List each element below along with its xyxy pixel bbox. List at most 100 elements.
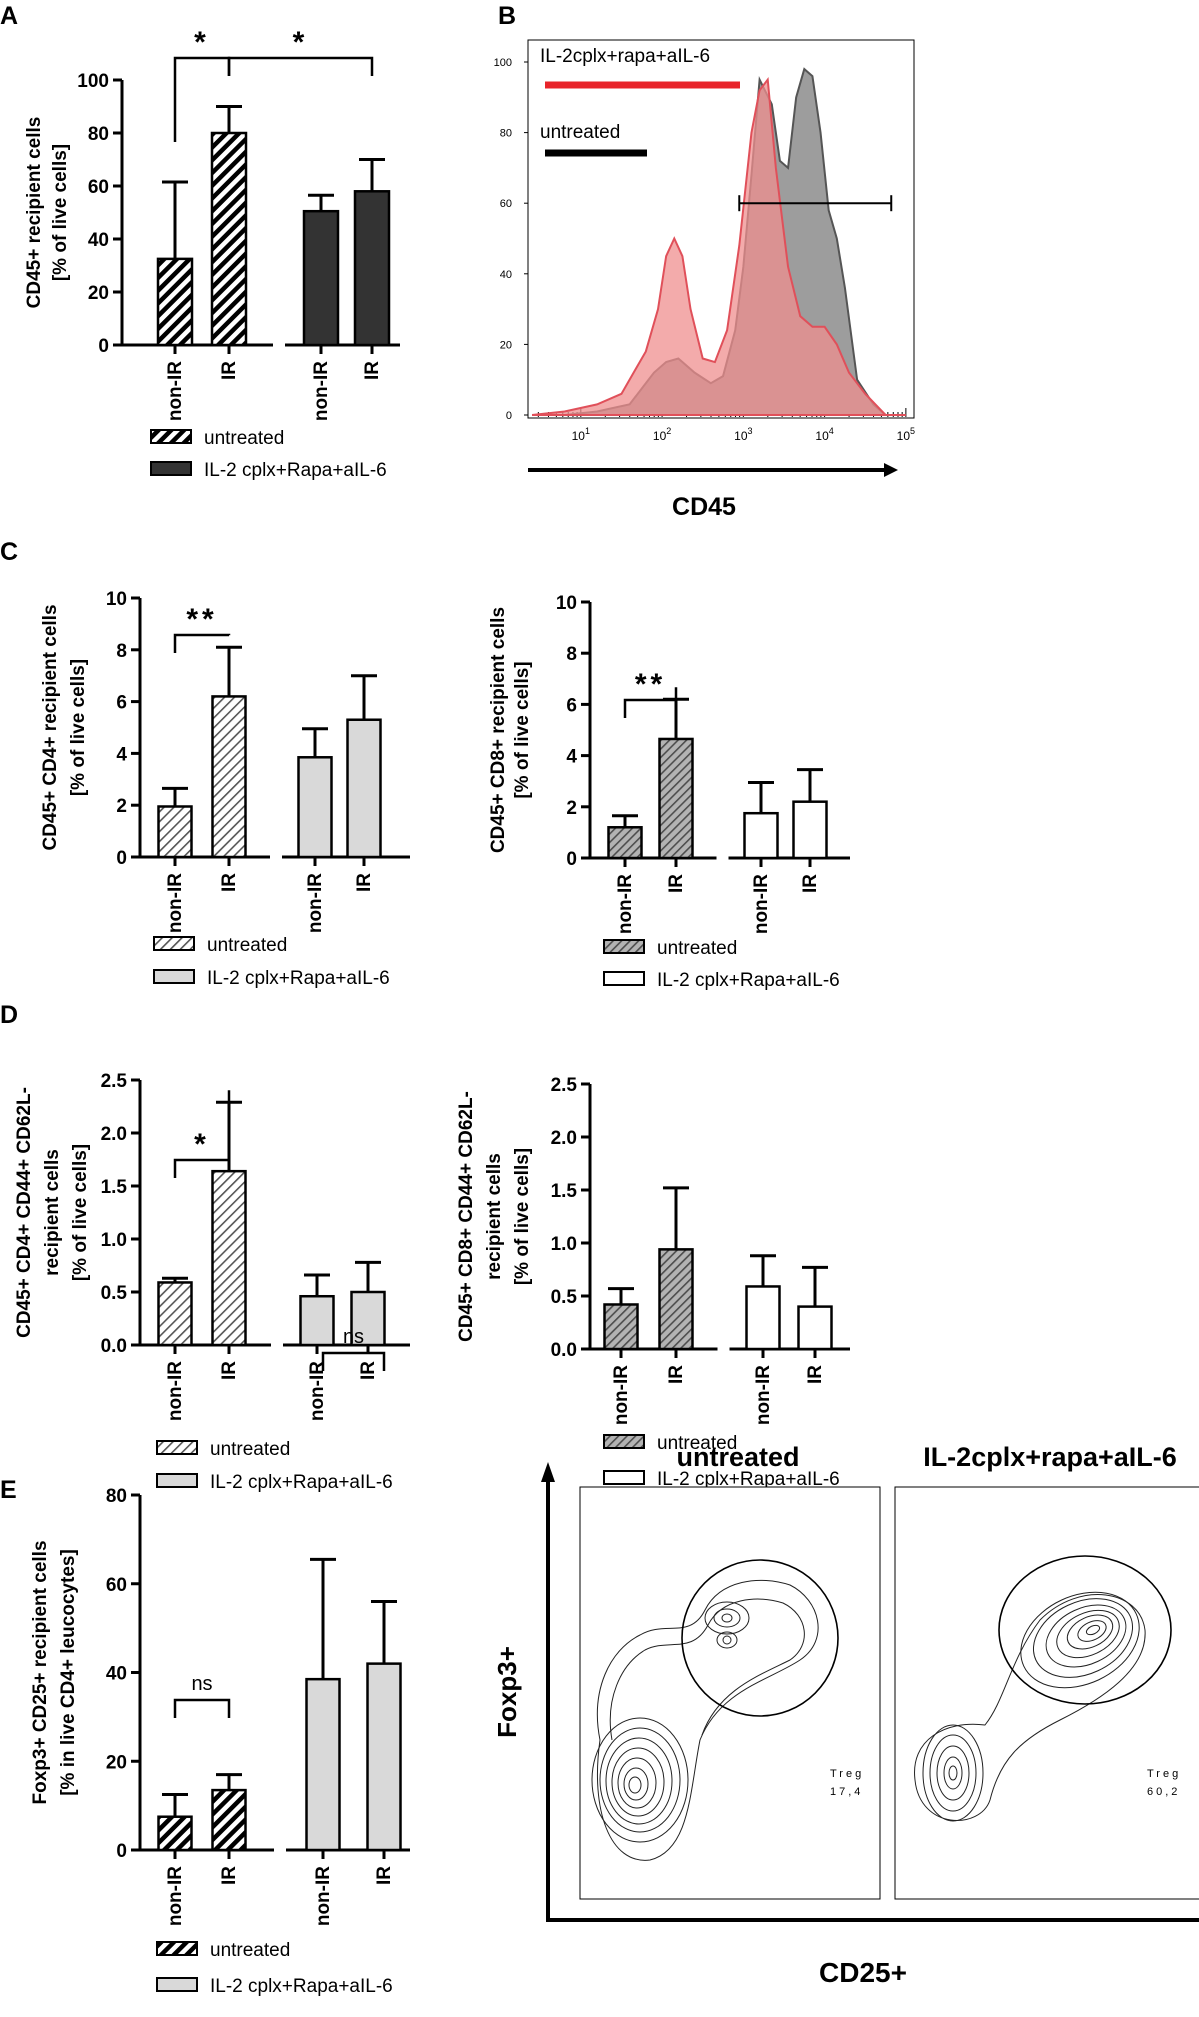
y-axis-label: [% of live cells]	[50, 144, 71, 281]
y-axis-label: Foxp3+ CD25+ recipient cells	[30, 1540, 51, 1804]
x-tick-label: IR	[219, 1361, 240, 1380]
flow-title-treated: IL-2cplx+rapa+aIL-6	[923, 1442, 1177, 1472]
legend-label: IL-2 cplx+Rapa+aIL-6	[210, 1472, 393, 1493]
contour-treated	[914, 1591, 1146, 1822]
legend-swatch	[153, 936, 195, 951]
y-tick-label: 1.0	[101, 1230, 127, 1251]
bar	[211, 1169, 247, 1347]
bar	[157, 805, 193, 859]
x-tick-label: IR	[358, 1361, 379, 1380]
y-axis-label: CD45+ CD8+ recipient cells	[488, 607, 509, 853]
y-tick-label: 0	[116, 848, 127, 869]
x-arrowhead	[884, 463, 898, 477]
y-tick-label: 40	[88, 230, 109, 251]
y-tick-label: 2.0	[551, 1128, 577, 1149]
y-axis-label: [% of live cells]	[70, 1144, 91, 1281]
y-axis-label: recipient cells	[42, 1149, 63, 1276]
y-tick-label: 0.5	[551, 1287, 578, 1308]
flow-plot-treated	[894, 1486, 1199, 1900]
significance-label: *	[194, 1128, 210, 1161]
y-tick-label: 4	[116, 744, 127, 765]
x-tick-label: IR	[666, 874, 687, 893]
y-tick-label: 6	[116, 693, 127, 714]
x-tick-label: IR	[362, 361, 383, 380]
gate-name-treated: Treg	[1147, 1768, 1181, 1780]
legend-label: untreated	[657, 938, 737, 959]
bar	[745, 1285, 781, 1351]
panel-label-c: C	[0, 538, 18, 566]
y-tick-label: 60	[88, 177, 109, 198]
bar-chart-d: 0.0 0.5 1.0 1.5 2.0 2.5 non-IR IR non-IR IR CD45+ …	[14, 1071, 410, 1493]
y-tick-label: 0.0	[551, 1340, 577, 1361]
y-axis-label: [% of live cells]	[512, 661, 533, 798]
gate-value-treated: 60,2	[1147, 1786, 1180, 1798]
y-tick-label: 0	[566, 849, 577, 870]
bar	[211, 695, 247, 859]
bar	[797, 1305, 833, 1351]
flow-x-axis-label: CD25+	[819, 1957, 907, 1988]
y-tick-label: 0.0	[101, 1336, 127, 1357]
contour-untreated	[591, 1579, 819, 1861]
gate-name-untreated: Treg	[830, 1768, 864, 1780]
bar	[302, 209, 340, 347]
y-tick-label: 80	[88, 124, 109, 145]
treg-gate-treated	[998, 1555, 1172, 1705]
x-tick-label: IR	[800, 874, 821, 893]
bar	[346, 718, 382, 859]
y-tick-label: 2.5	[101, 1071, 128, 1092]
y-tick-label: 0.5	[101, 1283, 128, 1304]
significance-label: ns	[343, 1326, 364, 1348]
legend-swatch	[156, 1941, 198, 1956]
bar	[210, 131, 248, 347]
x-tick-label: 103	[734, 426, 752, 443]
legend-swatch	[603, 1434, 645, 1449]
x-tick-label: non-IR	[751, 874, 772, 934]
bar-chart-c2: 0 2 4 6 8 10 non-IR IR non-IR IR CD45+ CD8+ recipi…	[488, 593, 850, 991]
y-axis-label: [% of live cells]	[512, 1148, 533, 1285]
bar-chart-d2: 0.0 0.5 1.0 1.5 2.0 2.5 non-IR IR non-IR IR CD45+ …	[456, 1075, 850, 1490]
legend-swatch	[156, 1473, 198, 1488]
significance-label: *	[293, 26, 309, 59]
y-tick-label: 2	[116, 796, 127, 817]
y-axis-label: CD45+ CD4+ recipient cells	[40, 604, 61, 850]
x-axis-label: CD45	[672, 493, 736, 521]
significance-label: **	[635, 668, 666, 701]
panel-label-d: D	[0, 1001, 18, 1029]
bar-chart-a: 0 20 40 60 80 100 non-IR IR non-IR IR CD45+ recipi…	[24, 26, 400, 481]
y-axis-label: [% in live CD4+ leucocytes]	[58, 1549, 79, 1796]
cd45-histogram: 0 20 40 60 80 100 101 102 103 104 105 IL-2cplx+rapa…	[494, 39, 915, 521]
legend-swatch	[156, 1977, 198, 1992]
legend-label: untreated	[210, 1940, 290, 1961]
legend-label: IL-2 cplx+Rapa+aIL-6	[207, 968, 390, 989]
legend-swatch	[150, 461, 192, 476]
y-tick-label: 8	[566, 644, 577, 665]
y-axis-label: [% of live cells]	[68, 659, 89, 796]
y-axis-label: CD45+ CD8+ CD44+ CD62L-	[456, 1091, 477, 1342]
y-tick-label: 1.5	[101, 1177, 128, 1198]
significance-bracket	[173, 56, 231, 143]
significance-bracket	[173, 1698, 231, 1718]
significance-bracket	[623, 687, 678, 718]
significance-bracket	[227, 56, 374, 76]
x-tick-label: IR	[354, 873, 375, 892]
x-tick-label: IR	[219, 361, 240, 380]
histogram-il-2cplx-rapa-ail-6	[531, 77, 906, 416]
y-tick-label: 40	[500, 269, 512, 281]
panel-label-a: A	[0, 2, 18, 30]
x-tick-label: IR	[219, 1866, 240, 1885]
panel-label-b: B	[498, 2, 516, 30]
y-tick-label: 2.0	[101, 1124, 127, 1145]
y-tick-label: 0	[98, 336, 109, 357]
x-tick-label: non-IR	[305, 873, 326, 933]
y-tick-label: 20	[106, 1752, 127, 1773]
y-tick-label: 100	[77, 71, 109, 92]
y-tick-label: 2	[566, 798, 577, 819]
y-axis-label: recipient cells	[484, 1153, 505, 1280]
bar	[156, 257, 194, 347]
x-tick-label: non-IR	[313, 1866, 334, 1926]
significance-bracket	[321, 1351, 386, 1371]
y-tick-label: 0	[116, 1841, 127, 1862]
x-tick-label: non-IR	[165, 1866, 186, 1926]
x-tick-label: non-IR	[307, 1361, 328, 1421]
